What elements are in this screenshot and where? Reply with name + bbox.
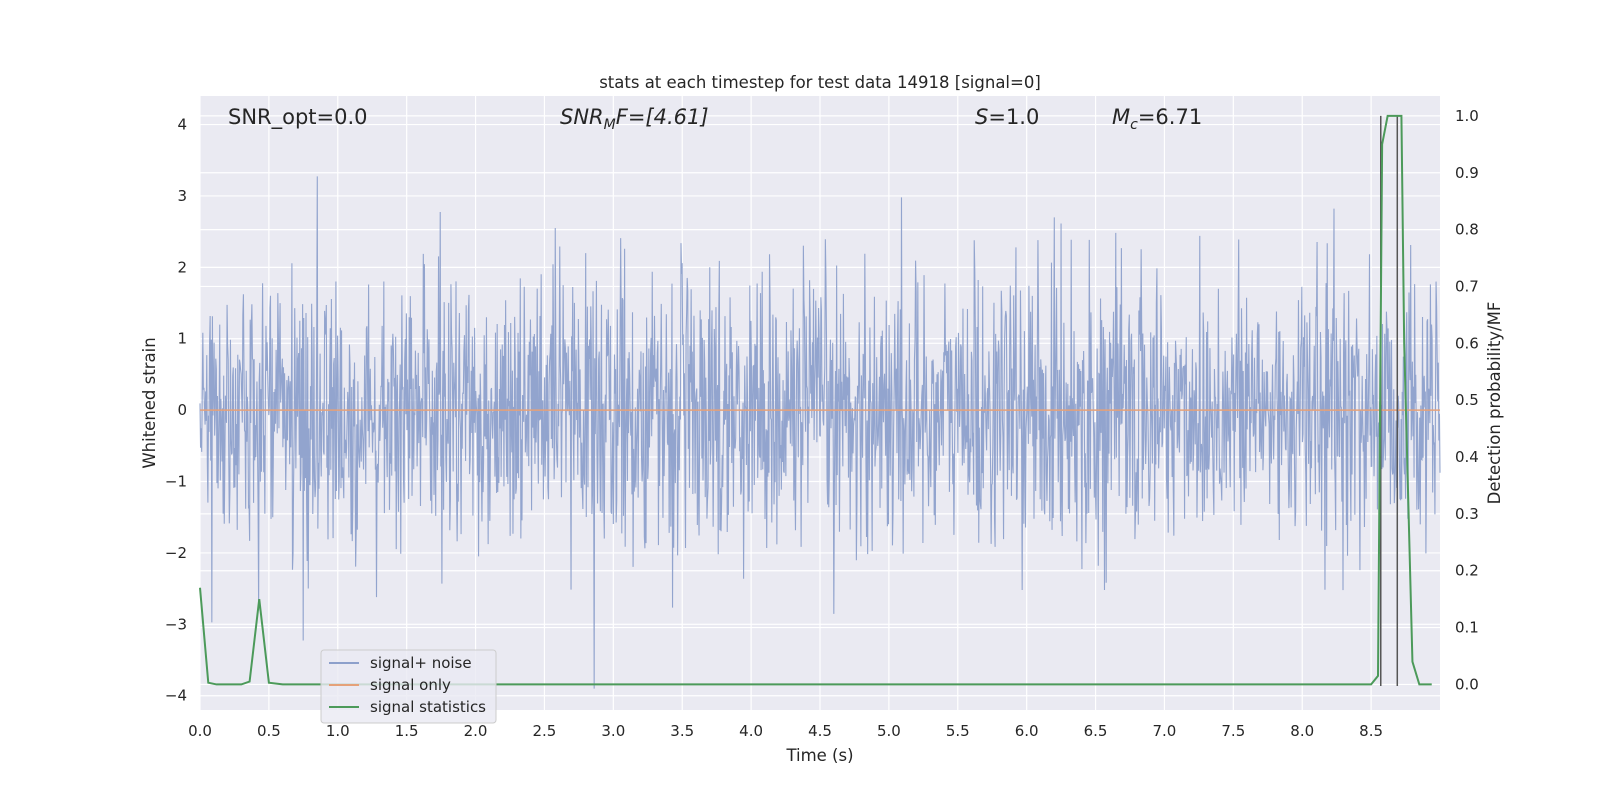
- x-tick-label: 5.0: [877, 722, 901, 740]
- annotation-snr-opt: SNR_opt=0.0: [228, 105, 368, 130]
- y-right-tick-label: 0.0: [1455, 675, 1479, 693]
- x-tick-label: 7.5: [1221, 722, 1245, 740]
- series-signal-noise: [199, 176, 1441, 689]
- x-tick-label: 1.5: [395, 722, 419, 740]
- y-right-tick-label: 0.8: [1455, 221, 1479, 239]
- y-tick-label: −4: [165, 687, 187, 705]
- y-tick-label: −1: [165, 473, 187, 491]
- x-axis-label: Time (s): [785, 746, 853, 765]
- signal-noise-line: [199, 176, 1441, 689]
- legend-label-signal-statistics: signal statistics: [370, 698, 486, 716]
- legend-label-signal-noise: signal+ noise: [370, 654, 472, 672]
- legend-label-signal-only: signal only: [370, 676, 451, 694]
- x-tick-label: 2.0: [464, 722, 488, 740]
- x-tick-label: 3.0: [601, 722, 625, 740]
- y-right-tick-label: 0.2: [1455, 562, 1479, 580]
- signal-statistics-line: [199, 114, 1432, 686]
- y-tick-label: 3: [177, 187, 187, 205]
- y-right-axis-label: Detection probability/MF: [1485, 302, 1504, 505]
- y-tick-label: −3: [165, 615, 187, 633]
- y-tick-label: 2: [177, 258, 187, 276]
- y-tick-label: −2: [165, 544, 187, 562]
- x-tick-label: 0.5: [257, 722, 281, 740]
- y-right-tick-label: 0.3: [1455, 505, 1479, 523]
- y-right-tick-label: 1.0: [1455, 107, 1479, 125]
- y-tick-label: 0: [177, 401, 187, 419]
- annotation-mc: Mc=6.71: [1112, 105, 1202, 133]
- y-tick-label: 4: [177, 116, 187, 134]
- x-tick-label: 2.5: [533, 722, 557, 740]
- x-tick-label: 8.5: [1359, 722, 1383, 740]
- x-tick-label: 3.5: [670, 722, 694, 740]
- x-tick-label: 6.0: [1015, 722, 1039, 740]
- annotation-snr-mf: SNRMF=[4.61]: [560, 105, 709, 133]
- y-right-tick-label: 0.6: [1455, 334, 1479, 352]
- y-tick-label: 1: [177, 330, 187, 348]
- chart-title: stats at each timestep for test data 149…: [599, 73, 1041, 92]
- x-tick-label: 4.5: [808, 722, 832, 740]
- legend-box: [320, 649, 497, 724]
- y-right-tick-label: 0.1: [1455, 619, 1479, 637]
- y-right-tick-label: 0.5: [1455, 391, 1479, 409]
- y-axis-label: Whitened strain: [140, 337, 159, 468]
- y-right-tick-label: 0.9: [1455, 164, 1479, 182]
- x-tick-label: 6.5: [1084, 722, 1108, 740]
- x-tick-label: 8.0: [1290, 722, 1314, 740]
- x-tick-label: 5.5: [946, 722, 970, 740]
- x-tick-label: 0.0: [188, 722, 212, 740]
- annotation-s: S=1.0: [975, 105, 1039, 129]
- x-tick-label: 7.0: [1153, 722, 1177, 740]
- x-tick-label: 1.0: [326, 722, 350, 740]
- x-tick-labels: 0.0 0.5 1.0 1.5 2.0 2.5 3.0 3.5 4.0 4.5 5.0 5.5 6.0 6…: [188, 722, 1383, 740]
- legend: signal+ noise signal only signal statist…: [320, 649, 497, 724]
- y-right-tick-label: 0.7: [1455, 277, 1479, 295]
- y-tick-labels: −4 −3 −2 −1 0 1 2 3 4: [165, 116, 187, 705]
- x-tick-label: 4.0: [739, 722, 763, 740]
- series-signal-statistics: [199, 114, 1432, 686]
- y-right-tick-labels: 0.0 0.1 0.2 0.3 0.4 0.5 0.6 0.7 0.8 0.9 1.0: [1455, 107, 1479, 694]
- y-right-tick-label: 0.4: [1455, 448, 1479, 466]
